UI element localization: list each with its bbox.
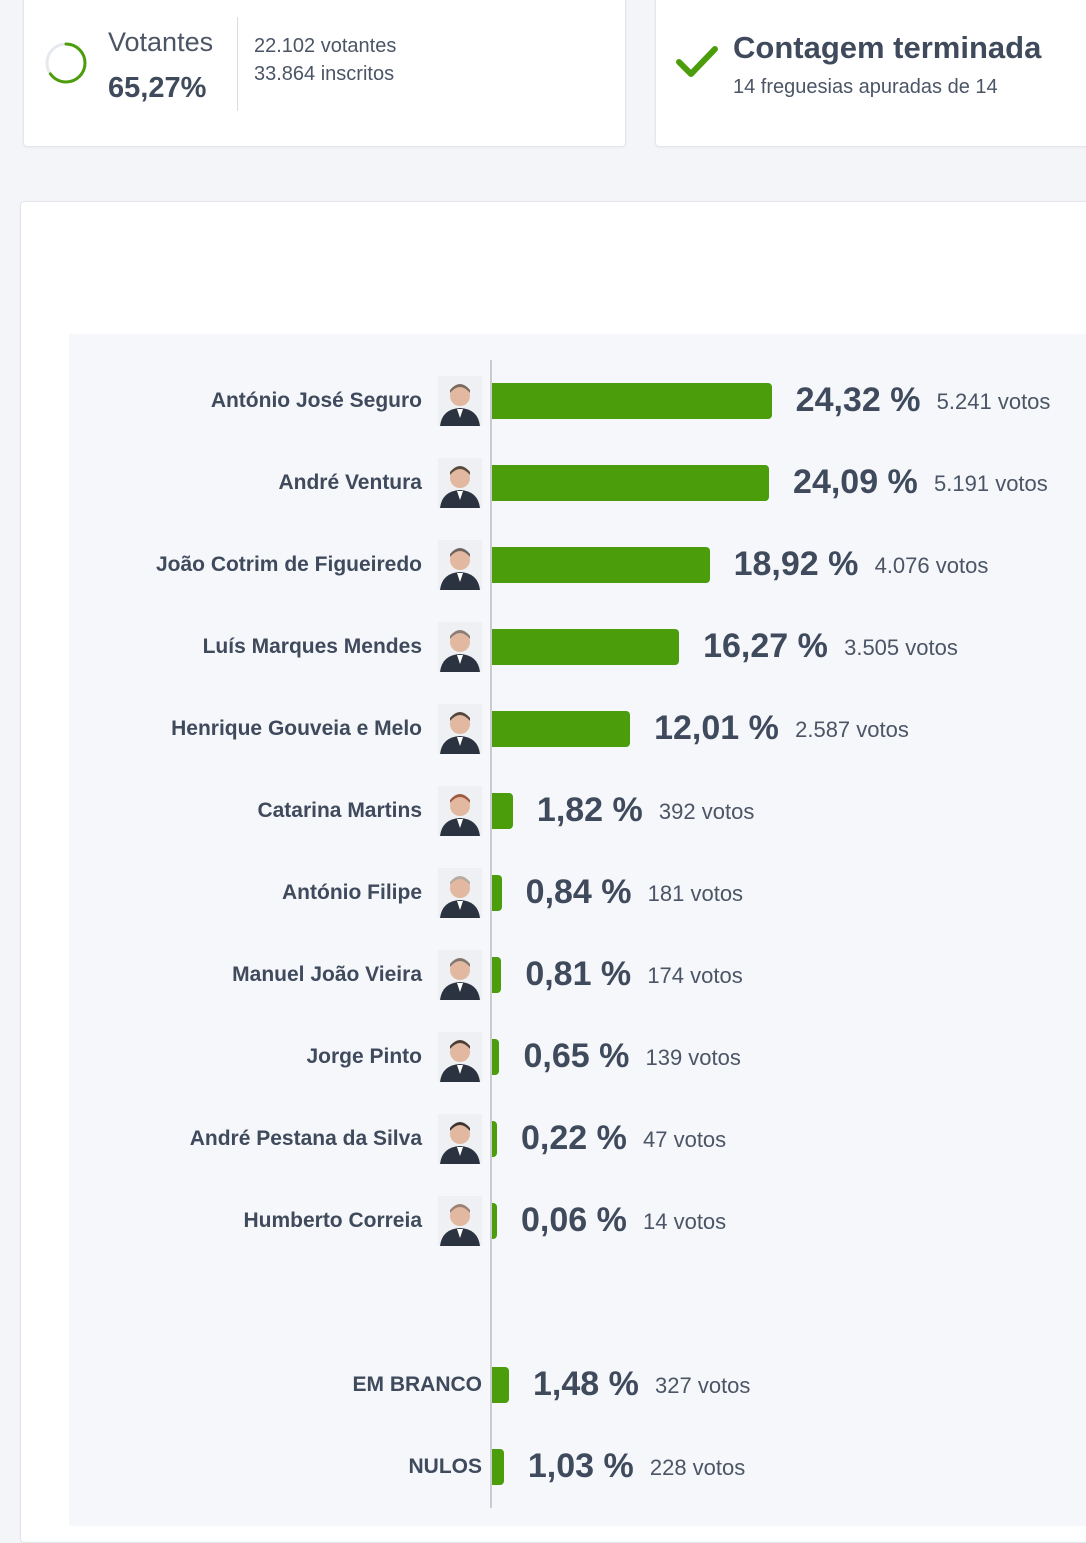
percent-label: 0,22 % [521, 1119, 627, 1157]
result-bar [492, 1203, 497, 1239]
votes-label: 4.076 votos [874, 553, 989, 578]
percent-label: 1,48 % [533, 1365, 639, 1403]
result-bar [492, 1121, 497, 1157]
percent-label: 1,03 % [527, 1447, 634, 1485]
candidate-photo [438, 1114, 482, 1164]
result-bar [492, 629, 680, 665]
result-bar [492, 793, 513, 829]
result-bar [492, 1039, 500, 1075]
result-bar [492, 1367, 510, 1403]
count-status-subtitle: 14 freguesias apuradas de 14 [733, 76, 998, 98]
votes-label: 47 votos [643, 1127, 727, 1152]
votes-label: 139 votos [645, 1045, 741, 1070]
candidate-photo [438, 376, 482, 426]
percent-label: 16,27 % [703, 627, 828, 665]
result-bar [492, 547, 710, 583]
candidate-photo [438, 1032, 482, 1082]
candidate-name: André Ventura [278, 471, 422, 494]
percent-label: 0,65 % [523, 1037, 630, 1075]
votes-label: 174 votos [647, 963, 743, 988]
candidate-name: NULOS [408, 1455, 483, 1478]
chart-axis-line [490, 360, 492, 1508]
candidate-photo [438, 540, 482, 590]
votes-label: 181 votos [647, 881, 744, 906]
percent-label: 0,84 % [525, 873, 632, 911]
percent-label: 1,82 % [536, 791, 643, 829]
results-chart [69, 334, 1086, 1526]
result-bar [492, 465, 770, 501]
candidate-name: Humberto Correia [243, 1209, 422, 1232]
votes-label: 14 votos [643, 1209, 727, 1234]
turnout-voters: 22.102 votantes [254, 35, 397, 57]
result-bar [492, 875, 502, 911]
candidate-photo [438, 868, 482, 918]
result-bar [492, 711, 631, 747]
turnout-card [23, 0, 626, 147]
votes-label: 327 votos [655, 1373, 751, 1398]
candidate-photo [438, 704, 482, 754]
count-status-title: Contagem terminada [733, 30, 1042, 65]
result-bar [492, 383, 772, 419]
turnout-percent: 65,27% [108, 72, 207, 104]
candidate-name: Jorge Pinto [306, 1045, 422, 1068]
percent-label: 24,09 % [793, 463, 918, 501]
check-icon [676, 46, 718, 77]
turnout-ring-icon [45, 42, 87, 84]
votes-label: 5.241 votos [936, 389, 1051, 414]
percent-label: 24,32 % [795, 381, 921, 419]
candidate-photo [438, 1196, 482, 1246]
candidate-name: EM BRANCO [352, 1373, 483, 1396]
votes-label: 2.587 votos [795, 717, 909, 742]
candidate-name: André Pestana da Silva [189, 1127, 422, 1150]
candidate-name: António Filipe [282, 881, 422, 904]
candidate-photo [438, 786, 482, 836]
turnout-label: Votantes [108, 27, 214, 57]
turnout-divider [237, 17, 238, 111]
candidate-name: Henrique Gouveia e Melo [171, 717, 422, 740]
candidate-photo [438, 950, 482, 1000]
percent-label: 0,81 % [525, 955, 632, 993]
turnout-registered: 33.864 inscritos [254, 63, 395, 85]
candidate-name: António José Seguro [210, 389, 422, 412]
candidate-name: Catarina Martins [257, 799, 422, 822]
votes-label: 392 votos [658, 799, 755, 824]
votes-label: 228 votos [649, 1455, 746, 1480]
candidate-photo [438, 458, 482, 508]
count-status-card [655, 0, 1086, 147]
candidate-name: João Cotrim de Figueiredo [155, 553, 422, 576]
candidate-name: Luís Marques Mendes [202, 635, 422, 658]
percent-label: 0,06 % [521, 1201, 627, 1239]
percent-label: 12,01 % [654, 709, 779, 747]
candidate-name: Manuel João Vieira [232, 963, 422, 986]
votes-label: 5.191 votos [934, 471, 1048, 496]
result-bar [492, 1449, 504, 1485]
candidate-photo [438, 622, 482, 672]
percent-label: 18,92 % [733, 545, 859, 583]
result-bar [492, 957, 502, 993]
votes-label: 3.505 votos [844, 635, 958, 660]
